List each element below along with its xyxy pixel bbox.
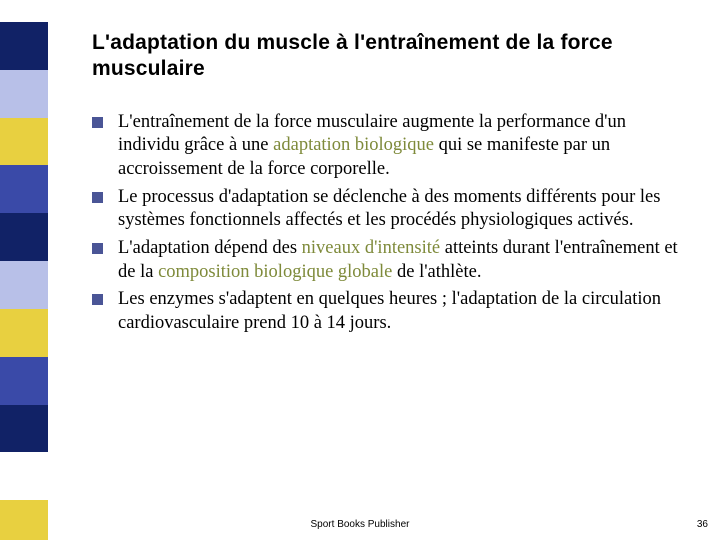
sidebar-block <box>0 22 48 70</box>
body-text: Les enzymes s'adaptent en quelques heure… <box>118 289 661 333</box>
sidebar-block <box>0 309 48 357</box>
bullet-item: Les enzymes s'adaptent en quelques heure… <box>92 288 684 335</box>
bullet-item: L'entraînement de la force musculaire au… <box>92 111 684 182</box>
page-number: 36 <box>697 519 708 530</box>
sidebar-block <box>0 70 48 118</box>
bullet-list: L'entraînement de la force musculaire au… <box>92 111 684 336</box>
sidebar-block <box>0 452 48 500</box>
bullet-item: L'adaptation dépend des niveaux d'intens… <box>92 237 684 284</box>
body-text: Le processus d'adaptation se déclenche à… <box>118 187 660 231</box>
slide-title: L'adaptation du muscle à l'entraînement … <box>92 30 684 83</box>
sidebar-block <box>0 165 48 213</box>
sidebar-block <box>0 213 48 261</box>
sidebar-block <box>0 118 48 166</box>
sidebar-block <box>0 405 48 453</box>
sidebar-block <box>0 357 48 405</box>
body-text: L'adaptation dépend des <box>118 238 302 258</box>
slide-content: L'adaptation du muscle à l'entraînement … <box>92 30 684 340</box>
accent-text: niveaux d'intensité <box>302 238 440 258</box>
body-text: de l'athlète. <box>392 262 481 282</box>
footer-publisher: Sport Books Publisher <box>0 519 720 530</box>
accent-text: composition biologique globale <box>158 262 392 282</box>
sidebar-block <box>0 261 48 309</box>
sidebar-block <box>0 0 48 22</box>
decorative-sidebar <box>0 0 48 540</box>
bullet-item: Le processus d'adaptation se déclenche à… <box>92 186 684 233</box>
accent-text: adaptation biologique <box>273 135 434 155</box>
